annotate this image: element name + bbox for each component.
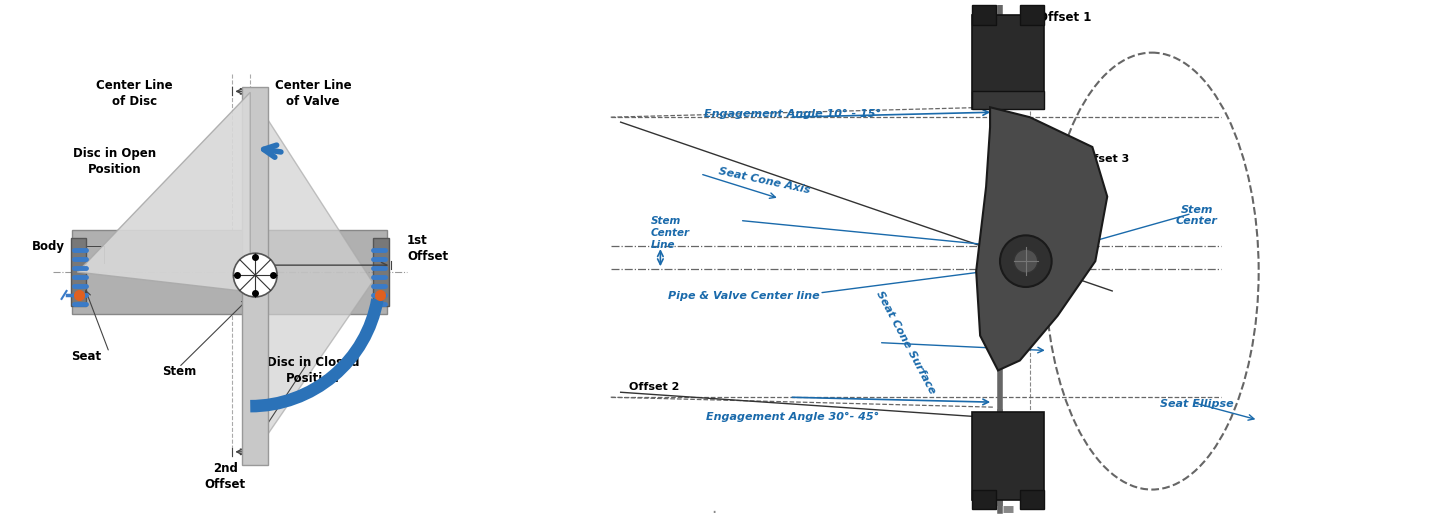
FancyBboxPatch shape [1020, 5, 1043, 25]
Polygon shape [373, 238, 389, 306]
Polygon shape [73, 230, 387, 314]
Polygon shape [250, 92, 373, 460]
Circle shape [233, 253, 277, 297]
Text: Seat Cone Surface: Seat Cone Surface [875, 290, 937, 396]
FancyBboxPatch shape [972, 489, 996, 510]
Text: .: . [712, 499, 716, 517]
Text: Body: Body [31, 240, 64, 253]
Text: Seat Cone Axis: Seat Cone Axis [717, 166, 812, 195]
Polygon shape [976, 107, 1107, 371]
Text: Center Line
of Disc: Center Line of Disc [96, 79, 173, 108]
Circle shape [1000, 235, 1052, 287]
Text: Stem
Center
Line: Stem Center Line [650, 216, 690, 250]
FancyBboxPatch shape [972, 91, 1043, 109]
FancyBboxPatch shape [972, 5, 996, 25]
Text: Stem
Center: Stem Center [1176, 204, 1218, 226]
Text: 2nd
Offset: 2nd Offset [204, 462, 246, 491]
Text: Offset 2: Offset 2 [629, 383, 679, 392]
Polygon shape [243, 87, 269, 465]
FancyBboxPatch shape [972, 412, 1043, 499]
Text: Offset 1: Offset 1 [1037, 11, 1092, 24]
Text: Stem: Stem [161, 365, 196, 378]
Text: Engagement Angle 30°- 45°: Engagement Angle 30°- 45° [706, 412, 879, 422]
Text: Seat: Seat [71, 350, 101, 363]
Polygon shape [70, 238, 86, 306]
Text: Disc in Open
Position: Disc in Open Position [73, 147, 156, 176]
Text: Center Line
of Valve: Center Line of Valve [274, 79, 352, 108]
Text: 1st
Offset: 1st Offset [407, 234, 449, 263]
FancyBboxPatch shape [972, 15, 1043, 109]
Text: Disc in Closed
Position: Disc in Closed Position [267, 356, 359, 385]
Text: Engagement Angle 10° - 15°: Engagement Angle 10° - 15° [704, 109, 882, 119]
Polygon shape [77, 92, 250, 292]
Text: Offset 3: Offset 3 [1079, 154, 1130, 164]
FancyBboxPatch shape [1020, 489, 1043, 510]
Circle shape [1015, 249, 1037, 273]
Text: Pipe & Valve Center line: Pipe & Valve Center line [669, 291, 820, 301]
Text: Seat Ellipse: Seat Ellipse [1160, 399, 1233, 409]
